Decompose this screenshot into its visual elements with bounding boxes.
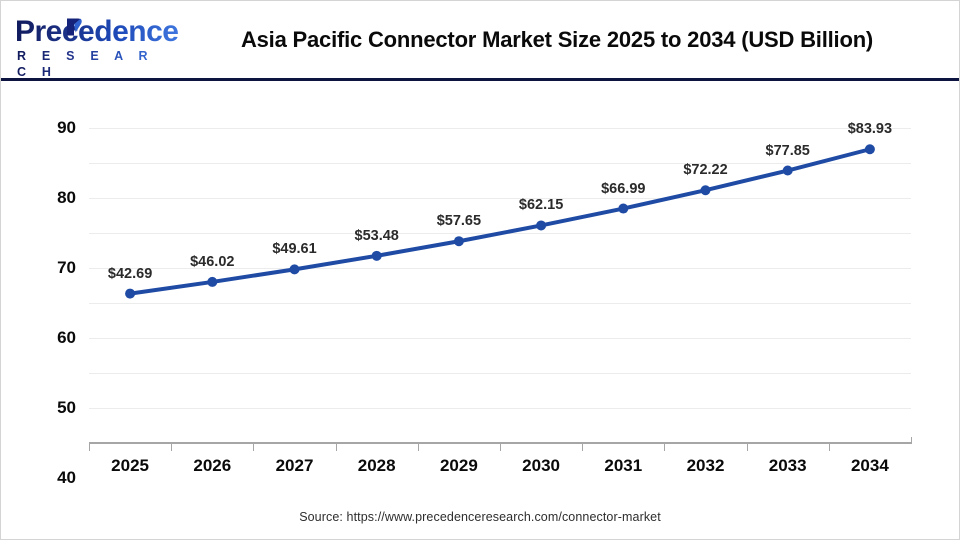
chart-header: Precedence R E S E A R C H Asia Pacific … — [1, 1, 959, 81]
x-axis-tick — [253, 444, 255, 451]
x-axis-label: 2031 — [604, 456, 643, 475]
data-point-marker — [536, 220, 547, 231]
data-point-marker — [207, 276, 218, 287]
y-axis-label: 40 — [57, 468, 76, 487]
data-point-marker — [371, 250, 382, 261]
line-series-connector-market — [125, 144, 875, 299]
x-axis-tick — [500, 444, 501, 451]
x-axis-label: 2025 — [111, 456, 150, 475]
gridline: 10 — [89, 408, 911, 409]
data-point-label: $77.85 — [765, 142, 810, 159]
series-line — [128, 147, 872, 296]
y-axis-label: 50 — [57, 398, 76, 417]
gridline: 30 — [57, 338, 911, 539]
x-axis-label: 2032 — [686, 456, 725, 475]
logo-wordmark: Precedence — [15, 15, 179, 48]
data-point-label: $49.61 — [272, 241, 317, 258]
data-point-marker — [125, 288, 136, 299]
plot-area: 0102030405060708090 — [57, 118, 911, 539]
x-axis-tick — [664, 444, 666, 451]
x-axis — [89, 442, 911, 444]
gridline: 40 — [57, 303, 911, 487]
data-point-marker — [453, 236, 464, 247]
x-axis-label: 2034 — [850, 456, 889, 475]
data-point-label: $62.15 — [518, 197, 564, 214]
gridline: 80 — [57, 163, 911, 207]
data-point-marker — [289, 264, 300, 275]
gridline: 50 — [57, 268, 911, 417]
x-axis-label: 2026 — [193, 456, 232, 475]
data-point-label: $66.99 — [601, 180, 646, 197]
x-axis-tick — [911, 437, 912, 444]
chart-title: Asia Pacific Connector Market Size 2025 … — [240, 27, 874, 52]
x-axis-label: 2033 — [768, 456, 807, 475]
data-point-label: $53.48 — [354, 227, 399, 244]
header-divider — [1, 78, 959, 81]
x-axis-tick — [417, 444, 419, 451]
precedence-research-logo: Precedence R E S E A R C H — [15, 15, 179, 79]
x-axis-tick — [89, 444, 90, 451]
y-axis-label: 90 — [57, 118, 76, 137]
x-axis-label: 2027 — [275, 456, 314, 475]
x-axis-label: 2029 — [439, 456, 478, 475]
y-axis-label: 60 — [57, 328, 76, 347]
data-point-marker — [864, 144, 875, 155]
y-axis-label: 70 — [57, 258, 76, 277]
data-point-marker — [618, 203, 629, 214]
x-axis-tick — [582, 444, 584, 451]
data-point-marker — [782, 165, 793, 176]
x-axis-label: 2028 — [357, 456, 396, 475]
data-point-label: $83.93 — [847, 121, 893, 138]
gridline: 20 — [89, 373, 911, 374]
data-point-label: $46.02 — [190, 253, 235, 270]
x-axis-tick — [746, 444, 748, 451]
data-point-marker — [700, 185, 711, 196]
x-axis-label: 2030 — [522, 456, 561, 475]
x-axis-tick — [335, 444, 337, 451]
data-point-label: $72.22 — [683, 162, 728, 179]
gridline: 90 — [57, 118, 911, 137]
data-point-label: $57.65 — [436, 213, 482, 230]
y-axis-label: 30 — [57, 538, 76, 539]
source-note: Source: https://www.precedenceresearch.c… — [299, 510, 661, 524]
y-axis-label: 80 — [57, 188, 76, 207]
gridline: 70 — [57, 198, 911, 277]
data-point-label: $42.69 — [107, 265, 153, 282]
x-axis-tick — [828, 444, 830, 451]
logo-subtext: R E S E A R C H — [17, 48, 175, 80]
x-axis-tick — [171, 444, 173, 451]
